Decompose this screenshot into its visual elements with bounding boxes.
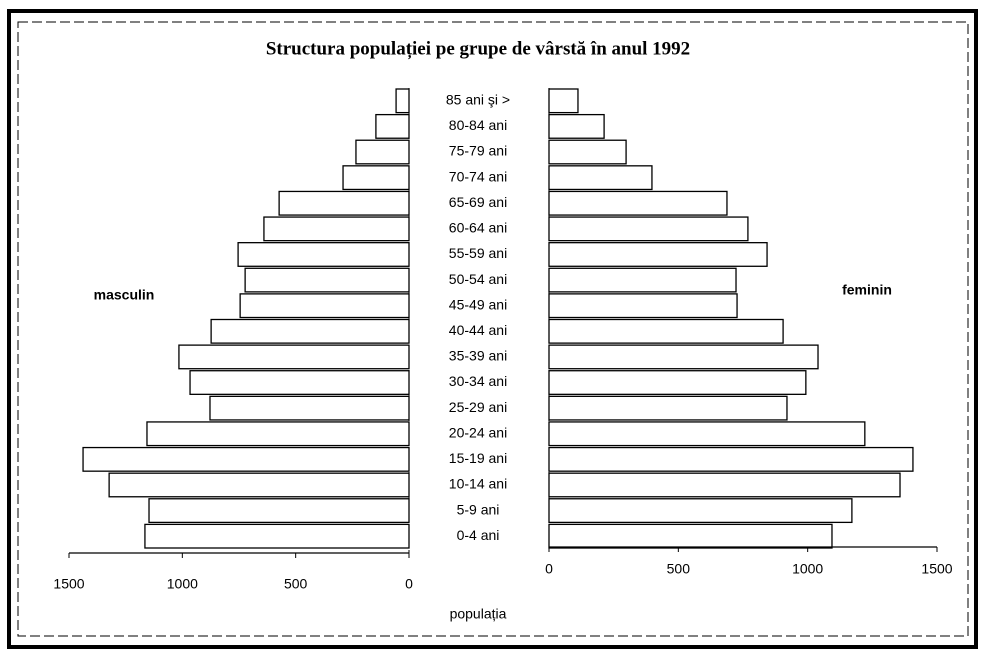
category-label: 5-9 ani (457, 501, 500, 517)
bar (548, 446, 914, 472)
x-tick-label: 500 (667, 561, 691, 577)
category-label: 50-54 ani (449, 271, 507, 287)
x-tick-label: 0 (545, 561, 553, 577)
bar (548, 344, 819, 370)
x-tick-label: 1000 (792, 561, 823, 577)
category-label: 60-64 ani (449, 220, 507, 236)
bar (355, 139, 410, 165)
bar (548, 318, 784, 344)
bar (548, 190, 728, 216)
category-label: 10-14 ani (449, 476, 507, 492)
bar (237, 242, 410, 267)
category-label: 0-4 ani (457, 527, 500, 543)
legend-entry: masculin (94, 287, 155, 303)
category-label: 85 ani şi > (446, 92, 510, 108)
bar (548, 395, 788, 421)
bar (548, 139, 627, 165)
category-label: 75-79 ani (449, 143, 507, 159)
x-tick-label: 1500 (921, 561, 952, 577)
legend-entry: feminin (842, 282, 892, 298)
category-label: 40-44 ani (449, 322, 507, 338)
x-tick-label: 1500 (53, 576, 84, 592)
bar (108, 472, 410, 498)
category-label: 30-34 ani (449, 373, 507, 389)
bar (144, 523, 410, 549)
bar (278, 190, 410, 216)
x-tick-label: 1000 (167, 576, 198, 592)
bar (548, 421, 866, 447)
bar (395, 88, 410, 114)
frame (7, 9, 978, 649)
bar (189, 370, 410, 395)
bar (548, 113, 605, 139)
bar (146, 421, 410, 447)
inner-frame (17, 21, 969, 637)
category-label: 20-24 ani (449, 424, 507, 440)
bar (148, 498, 410, 524)
bar (178, 344, 410, 370)
bar (548, 523, 833, 549)
category-label: 45-49 ani (449, 296, 507, 312)
x-tick-label: 0 (405, 576, 413, 592)
category-label: 80-84 ani (449, 117, 507, 133)
chart-title: Structura populației pe grupe de vârstă … (266, 38, 690, 59)
bar (548, 472, 901, 498)
bar (548, 242, 768, 267)
bar (548, 165, 653, 191)
category-label: 65-69 ani (449, 194, 507, 210)
x-axis-label: populația (450, 606, 507, 622)
bar (239, 293, 410, 319)
category-label: 35-39 ani (449, 348, 507, 364)
bar (548, 216, 749, 242)
bar (548, 267, 737, 293)
bar (548, 370, 807, 395)
category-label: 15-19 ani (449, 450, 507, 466)
category-label: 70-74 ani (449, 168, 507, 184)
bar (548, 88, 579, 114)
bar (263, 216, 410, 242)
bar (342, 165, 410, 191)
bar (375, 113, 410, 139)
category-label: 25-29 ani (449, 399, 507, 415)
bar (209, 395, 410, 421)
bar (244, 267, 410, 293)
x-tick-label: 500 (284, 576, 308, 592)
bar (548, 498, 853, 524)
bar (82, 446, 410, 472)
bar (210, 318, 410, 344)
bar (548, 293, 738, 319)
category-label: 55-59 ani (449, 245, 507, 261)
